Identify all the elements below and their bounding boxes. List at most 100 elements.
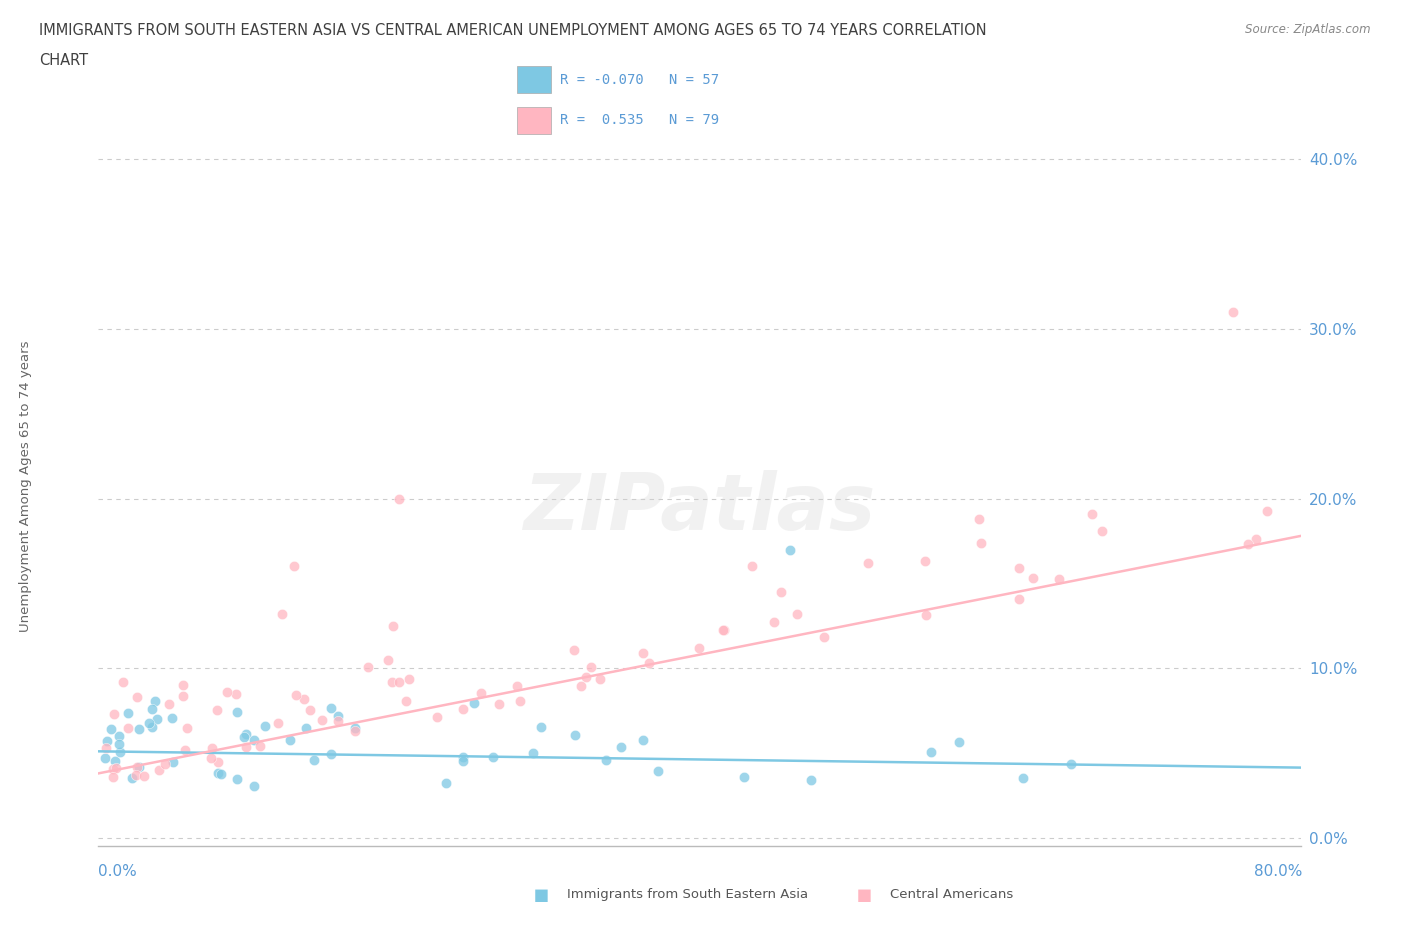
- Point: [101, 769, 124, 784]
- Point: [128, 760, 150, 775]
- Point: [138, 716, 160, 731]
- Point: [249, 738, 271, 753]
- Point: [357, 659, 380, 674]
- Point: [141, 720, 163, 735]
- Point: [174, 743, 197, 758]
- Point: [326, 708, 349, 723]
- Point: [1244, 531, 1267, 546]
- Point: [209, 766, 232, 781]
- Point: [292, 692, 315, 707]
- Point: [395, 694, 418, 709]
- Point: [343, 721, 366, 736]
- Text: R = -0.070   N = 57: R = -0.070 N = 57: [560, 73, 720, 87]
- Text: Central Americans: Central Americans: [890, 888, 1014, 901]
- Point: [103, 707, 125, 722]
- Point: [800, 772, 823, 787]
- Point: [172, 688, 194, 703]
- Point: [713, 623, 735, 638]
- Point: [207, 766, 229, 781]
- Point: [711, 622, 734, 637]
- Point: [125, 760, 148, 775]
- Point: [530, 720, 553, 735]
- Point: [786, 606, 808, 621]
- Point: [267, 715, 290, 730]
- Point: [609, 739, 631, 754]
- Point: [108, 737, 131, 751]
- Point: [125, 689, 148, 704]
- Point: [232, 729, 254, 744]
- Point: [1091, 524, 1114, 538]
- Point: [298, 702, 321, 717]
- Text: ZIPatlas: ZIPatlas: [523, 470, 876, 546]
- Point: [914, 607, 936, 622]
- Point: [242, 732, 264, 747]
- Point: [1008, 591, 1031, 606]
- Point: [101, 762, 124, 777]
- Text: R =  0.535   N = 79: R = 0.535 N = 79: [560, 113, 720, 126]
- Point: [112, 674, 135, 689]
- Text: ▪: ▪: [856, 883, 873, 907]
- Text: Unemployment Among Ages 65 to 74 years: Unemployment Among Ages 65 to 74 years: [18, 340, 32, 631]
- Point: [434, 776, 457, 790]
- Point: [426, 710, 449, 724]
- Point: [278, 733, 301, 748]
- Point: [117, 705, 139, 720]
- Point: [1237, 537, 1260, 551]
- Point: [763, 615, 786, 630]
- Point: [564, 728, 586, 743]
- Point: [155, 756, 177, 771]
- Point: [319, 747, 342, 762]
- Point: [319, 701, 342, 716]
- Point: [1008, 561, 1031, 576]
- Point: [1047, 572, 1070, 587]
- Point: [970, 536, 993, 551]
- Point: [225, 687, 247, 702]
- Point: [1222, 305, 1244, 320]
- Point: [1012, 771, 1035, 786]
- Point: [463, 695, 485, 710]
- Text: Immigrants from South Eastern Asia: Immigrants from South Eastern Asia: [567, 888, 807, 901]
- Point: [948, 735, 970, 750]
- Point: [254, 718, 277, 733]
- Point: [295, 721, 318, 736]
- Point: [125, 767, 148, 782]
- Point: [522, 746, 544, 761]
- Point: [388, 675, 411, 690]
- Text: IMMIGRANTS FROM SOUTH EASTERN ASIA VS CENTRAL AMERICAN UNEMPLOYMENT AMONG AGES 6: IMMIGRANTS FROM SOUTH EASTERN ASIA VS CE…: [39, 23, 987, 38]
- Point: [595, 752, 617, 767]
- Point: [235, 739, 257, 754]
- Point: [270, 607, 292, 622]
- Point: [225, 704, 247, 719]
- Point: [235, 726, 257, 741]
- Point: [128, 722, 150, 737]
- Point: [856, 556, 879, 571]
- Point: [104, 761, 127, 776]
- Point: [176, 720, 198, 735]
- Point: [143, 694, 166, 709]
- FancyBboxPatch shape: [517, 66, 551, 93]
- Point: [132, 769, 155, 784]
- Point: [509, 694, 531, 709]
- Point: [574, 670, 596, 684]
- Point: [104, 753, 127, 768]
- Point: [96, 733, 118, 748]
- Point: [243, 778, 266, 793]
- Point: [589, 671, 612, 686]
- Point: [381, 618, 404, 633]
- Point: [562, 643, 585, 658]
- Point: [813, 630, 835, 644]
- Point: [94, 740, 117, 755]
- Point: [215, 684, 238, 699]
- Text: 80.0%: 80.0%: [1254, 864, 1302, 879]
- Point: [108, 728, 131, 743]
- Point: [284, 687, 307, 702]
- Point: [302, 752, 325, 767]
- Point: [141, 702, 163, 717]
- Point: [631, 733, 654, 748]
- Point: [688, 641, 710, 656]
- Point: [121, 771, 143, 786]
- Point: [1022, 571, 1045, 586]
- Point: [94, 751, 117, 765]
- Point: [741, 558, 763, 573]
- Point: [451, 750, 474, 764]
